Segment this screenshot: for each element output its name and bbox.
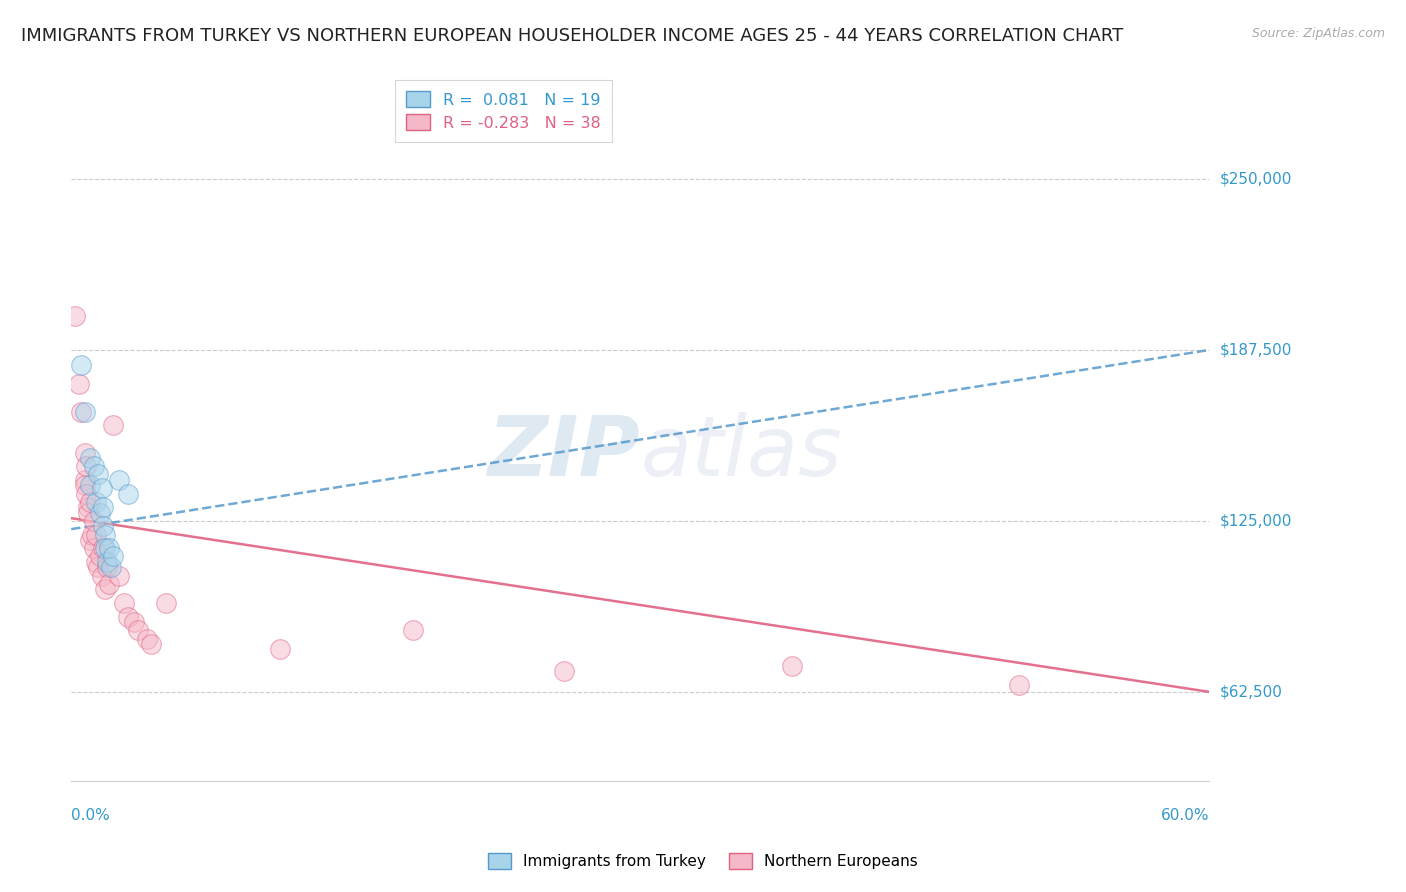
Point: [89, 506, 111, 520]
Point: [69, 404, 91, 418]
Point: [107, 473, 129, 487]
Point: [93, 519, 115, 533]
Point: [96, 560, 118, 574]
Point: [553, 665, 575, 679]
Point: [401, 624, 423, 638]
Point: [100, 560, 122, 574]
Text: $187,500: $187,500: [1220, 343, 1292, 358]
Text: IMMIGRANTS FROM TURKEY VS NORTHERN EUROPEAN HOUSEHOLDER INCOME AGES 25 - 44 YEAR: IMMIGRANTS FROM TURKEY VS NORTHERN EUROP…: [21, 27, 1123, 45]
Point: [94, 541, 117, 556]
Text: 60.0%: 60.0%: [1160, 808, 1209, 823]
Point: [117, 609, 139, 624]
Point: [84, 527, 107, 541]
Point: [98, 576, 121, 591]
Point: [94, 582, 117, 597]
Point: [87, 560, 110, 574]
Point: [136, 632, 159, 646]
Legend: Immigrants from Turkey, Northern Europeans: Immigrants from Turkey, Northern Europea…: [482, 847, 924, 875]
Point: [139, 637, 162, 651]
Point: [98, 541, 121, 556]
Point: [75, 486, 97, 500]
Point: [90, 481, 112, 495]
Point: [77, 506, 100, 520]
Point: [1008, 678, 1031, 692]
Point: [107, 568, 129, 582]
Text: $250,000: $250,000: [1220, 171, 1292, 186]
Point: [73, 445, 96, 459]
Point: [73, 404, 96, 418]
Point: [69, 358, 91, 372]
Text: $62,500: $62,500: [1220, 684, 1284, 699]
Point: [112, 596, 135, 610]
Point: [79, 495, 101, 509]
Point: [269, 642, 291, 657]
Point: [77, 500, 100, 515]
Point: [122, 615, 145, 629]
Point: [89, 549, 111, 564]
Point: [79, 450, 101, 465]
Point: [82, 527, 104, 541]
Point: [101, 418, 124, 433]
Point: [155, 596, 177, 610]
Legend: R =  0.081   N = 19, R = -0.283   N = 38: R = 0.081 N = 19, R = -0.283 N = 38: [395, 80, 612, 142]
Point: [75, 459, 97, 474]
Point: [93, 500, 115, 515]
Point: [84, 495, 107, 509]
Point: [93, 541, 115, 556]
Text: $125,000: $125,000: [1220, 514, 1292, 528]
Point: [73, 473, 96, 487]
Text: Source: ZipAtlas.com: Source: ZipAtlas.com: [1251, 27, 1385, 40]
Point: [83, 459, 105, 474]
Point: [127, 624, 149, 638]
Point: [83, 514, 105, 528]
Point: [63, 309, 86, 323]
Point: [84, 555, 107, 569]
Point: [73, 478, 96, 492]
Point: [780, 658, 803, 673]
Point: [101, 549, 124, 564]
Point: [87, 467, 110, 482]
Text: 0.0%: 0.0%: [72, 808, 110, 823]
Point: [83, 541, 105, 556]
Point: [96, 555, 118, 569]
Text: atlas: atlas: [640, 412, 842, 493]
Point: [90, 568, 112, 582]
Point: [79, 533, 101, 547]
Point: [67, 377, 90, 392]
Point: [94, 527, 117, 541]
Text: ZIP: ZIP: [488, 412, 640, 493]
Point: [79, 478, 101, 492]
Point: [117, 486, 139, 500]
